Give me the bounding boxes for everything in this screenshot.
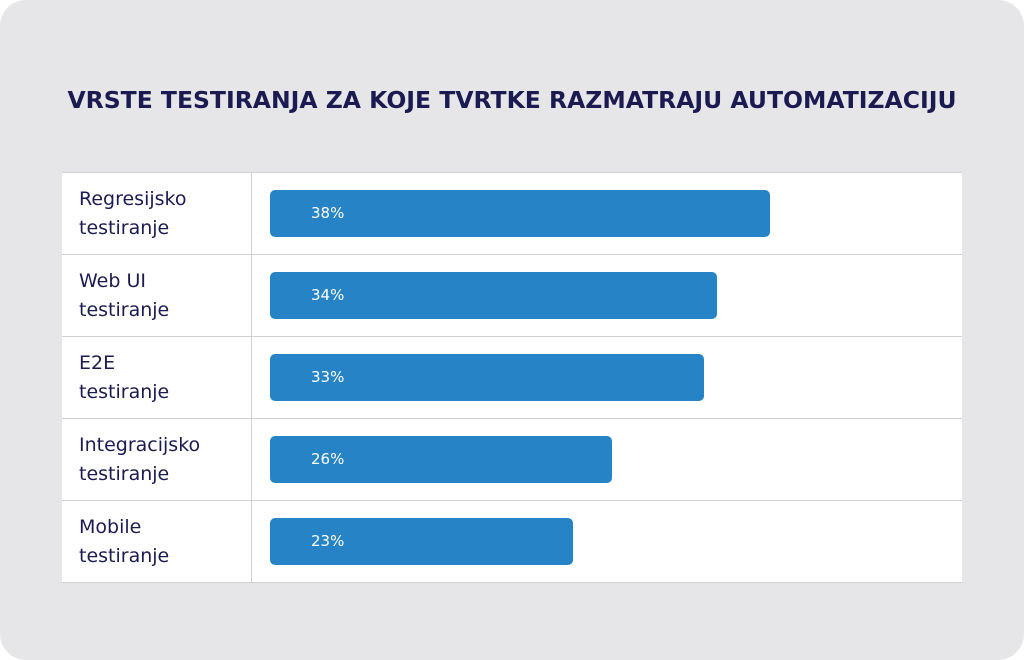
bar-table: Regresijsko testiranje 38% Web UI testir… [62,172,962,583]
bar: 23% [270,518,573,565]
bar: 33% [270,354,704,401]
bar-value-label: 38% [311,204,345,222]
column-divider [251,173,252,254]
table-row: E2E testiranje 33% [62,337,962,419]
table-row: Mobile testiranje 23% [62,501,962,583]
table-row: Integracijsko testiranje 26% [62,419,962,501]
table-row: Web UI testiranje 34% [62,255,962,337]
bar-value-label: 34% [311,286,345,304]
bar: 26% [270,436,612,483]
column-divider [251,501,252,582]
column-divider [251,419,252,500]
category-label: E2E testiranje [79,349,249,407]
category-label: Regresijsko testiranje [79,185,249,243]
category-label-line: testiranje [79,463,170,485]
category-label: Web UI testiranje [79,267,249,325]
bar-value-label: 23% [311,532,345,550]
category-label: Integracijsko testiranje [79,431,249,489]
category-label-line: testiranje [79,217,170,239]
column-divider [251,337,252,418]
category-label-line: E2E [79,352,116,374]
column-divider [251,255,252,336]
bar: 34% [270,272,717,319]
category-label-line: testiranje [79,299,170,321]
bar-value-label: 26% [311,450,345,468]
category-label-line: Integracijsko [79,434,201,456]
category-label-line: Mobile [79,516,142,538]
bar: 38% [270,190,770,237]
category-label-line: testiranje [79,545,170,567]
category-label: Mobile testiranje [79,513,249,571]
bar-value-label: 33% [311,368,345,386]
table-row: Regresijsko testiranje 38% [62,173,962,255]
chart-title: VRSTE TESTIRANJA ZA KOJE TVRTKE RAZMATRA… [67,86,957,114]
category-label-line: Web UI [79,270,146,292]
category-label-line: Regresijsko [79,188,187,210]
category-label-line: testiranje [79,381,170,403]
